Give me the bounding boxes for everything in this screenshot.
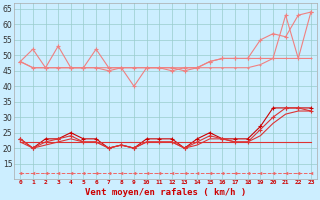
X-axis label: Vent moyen/en rafales ( km/h ): Vent moyen/en rafales ( km/h ) [85, 188, 246, 197]
